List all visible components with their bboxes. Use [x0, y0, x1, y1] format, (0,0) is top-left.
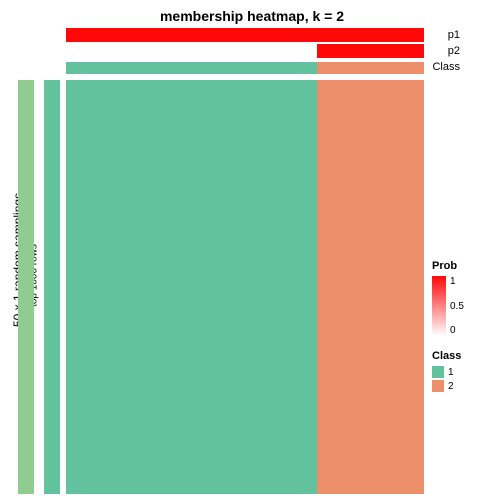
legend-prob: Prob 1 0.5 0	[432, 260, 496, 336]
anno-row-class	[66, 62, 424, 74]
anno-segment	[317, 44, 424, 58]
legend-prob-tick: 0	[450, 325, 464, 336]
legend-class: Class 1 2	[432, 350, 496, 392]
anno-segment	[66, 62, 317, 74]
anno-segment	[66, 28, 424, 42]
anno-label-p2: p2	[448, 44, 460, 58]
heatmap-body	[66, 80, 424, 494]
legend-class-swatch	[432, 366, 444, 378]
legend-prob-tick: 0.5	[450, 301, 464, 312]
anno-segment	[66, 44, 317, 58]
legend-prob-title: Prob	[432, 260, 496, 272]
heatmap-column	[66, 80, 317, 494]
legend-class-swatch	[432, 380, 444, 392]
legend-prob-ticks: 1 0.5 0	[450, 276, 464, 336]
legend-class-label: 1	[448, 367, 454, 378]
anno-row-p2	[66, 44, 424, 58]
anno-segment	[317, 62, 424, 74]
legend-class-item: 2	[432, 380, 496, 392]
anno-label-p1: p1	[448, 28, 460, 42]
anno-label-class: Class	[432, 60, 460, 74]
legend-class-item: 1	[432, 366, 496, 378]
legend-class-label: 2	[448, 381, 454, 392]
left-strip-inner	[44, 80, 60, 494]
heatmap-column	[317, 80, 424, 494]
legend-prob-tick: 1	[450, 276, 464, 287]
chart-title: membership heatmap, k = 2	[0, 8, 504, 24]
legend-class-title: Class	[432, 350, 496, 362]
anno-row-p1	[66, 28, 424, 42]
legend-prob-gradient: 1 0.5 0	[432, 276, 446, 336]
left-strip-outer	[18, 80, 34, 494]
